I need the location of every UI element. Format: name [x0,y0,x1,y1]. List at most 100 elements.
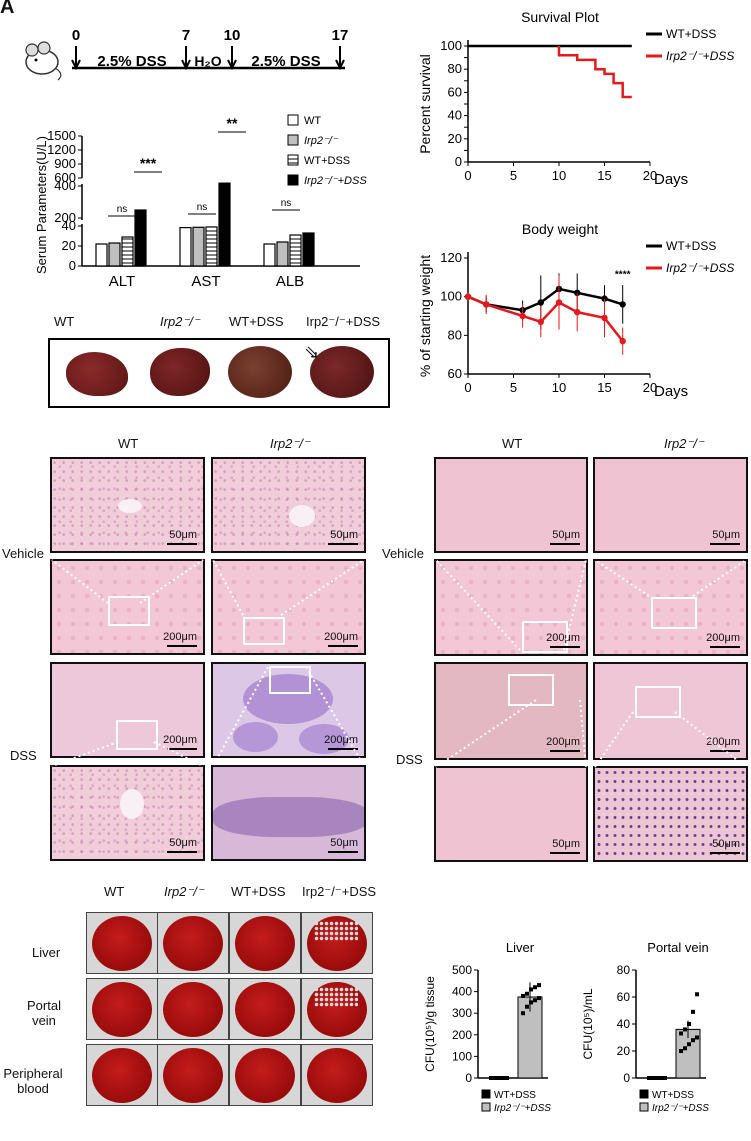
cfu-portal-chart: Portal vein 0 20 40 60 80 CFU(10⁵)/mL WT+DSS Irp… [581,940,709,1114]
y-tick-label: 40 [62,218,76,233]
liver-photo-wt [66,352,128,396]
hist-left-wt-dss-overview: 200μm [50,662,205,758]
hist-left-irp2-vehicle-overview: 200μm [211,559,366,655]
x-tick-label: 10 [552,168,566,183]
hist-right-irp2-vehicle-zoom: 50μm [593,457,748,553]
y-tick-label: 400 [54,178,76,193]
plate-row-portal: Portal vein [27,998,61,1028]
vessel-icon [118,499,142,513]
timeline-arrow [71,46,81,71]
roi-box [243,617,285,645]
data-point [679,1031,683,1036]
bacterial-colonies [314,987,358,1007]
plate-dish [163,982,223,1037]
legend-label: WT+DSS [494,1090,536,1101]
data-point [537,983,541,988]
roi-box [635,686,681,718]
x-tick-label: 10 [552,380,566,395]
bar [218,182,231,267]
hist-right-irp2-dss-overview: 200μm [593,662,748,760]
y-axis-label: CFU(10⁵)/g tissue [423,976,437,1072]
hist-right-irp2-vehicle-overview: 200μm [593,559,748,656]
chart-title: Portal vein [647,940,708,955]
y-tick-label: 200 [54,210,76,225]
y-tick-label: 100 [440,38,462,53]
liver-label-wt: WT [54,314,75,329]
y-tick-label: 40 [617,1017,631,1031]
hist-left-wt-dss-zoom: 50μm [50,765,205,861]
legend-label: WT [304,115,321,127]
liver-label-irp2: Irp2⁻/⁻ [160,314,200,329]
series-line [557,46,632,99]
hist-right-row-vehicle: Vehicle [382,546,424,561]
hist-left-wt-vehicle-zoom: 50μm [50,457,205,553]
timeline: 0 7 10 17 2.5% DSS H₂O 2.5% DSS [25,27,349,81]
blood-agar-plate [86,912,158,974]
plate-row-liver: Liver [32,945,61,960]
y-tick-label: 60 [448,84,462,99]
liver-label-irp2-dss: Irp2⁻/⁻+DSS [306,314,381,329]
bacterial-colonies [314,921,358,941]
y-axis-label: Percent survival [417,54,433,154]
blood-agar-plate [86,978,158,1040]
y-tick-label: 80 [448,61,462,76]
timeline-day-label: 10 [224,27,241,44]
x-tick-label: AST [191,273,220,290]
data-point [489,1076,493,1080]
hist-left-wt-vehicle-overview: 200μm [50,559,205,655]
timeline-day-label: 17 [332,27,349,44]
y-tick-label: 900 [54,156,76,171]
plate-dish [92,1048,152,1103]
histology-right: WT Irp2⁻/⁻ Vehicle DSS 50μm 50μm 200μm 2… [380,430,751,870]
hist-left-irp2-dss-zoom: 50μm [211,765,366,861]
timeline-arrow [335,46,345,71]
panel-letter: A [0,0,15,18]
x-tick-label: 5 [510,168,517,183]
data-point [555,299,563,306]
blood-agar-plate [301,912,373,974]
data-point [533,998,537,1003]
blood-agar-plate [86,1044,158,1106]
data-point [691,1038,695,1043]
y-tick-label: 0 [455,154,462,169]
data-point [574,308,581,316]
x-tick-label: 0 [464,168,471,183]
hist-right-wt-dss-zoom: 50μm [434,766,588,862]
liver-label-wt-dss: WT+DSS [229,314,284,329]
legend-label: Irp2⁻/⁻+DSS [666,49,734,63]
y-tick-label: 60 [448,366,462,381]
legend-label: Irp2⁻/⁻+DSS [666,261,734,275]
sig-label: ** [227,115,238,131]
data-point [601,314,608,322]
data-point [663,1076,667,1080]
hist-right-wt-vehicle-zoom: 50μm [434,457,588,553]
data-point [619,301,626,308]
y-tick-label: 40 [448,108,462,123]
sig-label: ns [281,198,292,209]
y-tick-label: 400 [452,985,472,999]
y-tick-label: 500 [452,963,472,977]
chart-title: Liver [506,940,535,955]
roi-box [508,674,554,706]
legend-label: Irp2⁻/⁻ [304,135,339,147]
blood-agar-plate [301,978,373,1040]
roi-box [269,666,311,694]
plate-col-wt-dss: WT+DSS [231,884,286,899]
data-point [655,1076,659,1080]
legend-label: Irp2⁻/⁻+DSS [304,175,367,187]
data-point [574,289,581,296]
histology-left: WT Irp2⁻/⁻ Vehicle DSS 50μm 50μm 200μm 2… [0,430,370,870]
data-point [521,993,525,998]
x-tick-label: 15 [597,380,611,395]
blood-agar-plate [157,912,229,974]
data-point [683,1046,687,1051]
y-tick-label: 0 [465,1071,472,1085]
y-tick-label: 100 [452,1049,472,1063]
liver-photo-wt-dss [228,346,292,398]
data-point [533,985,537,990]
roi-box [651,597,697,629]
timeline-arrow [181,46,191,71]
